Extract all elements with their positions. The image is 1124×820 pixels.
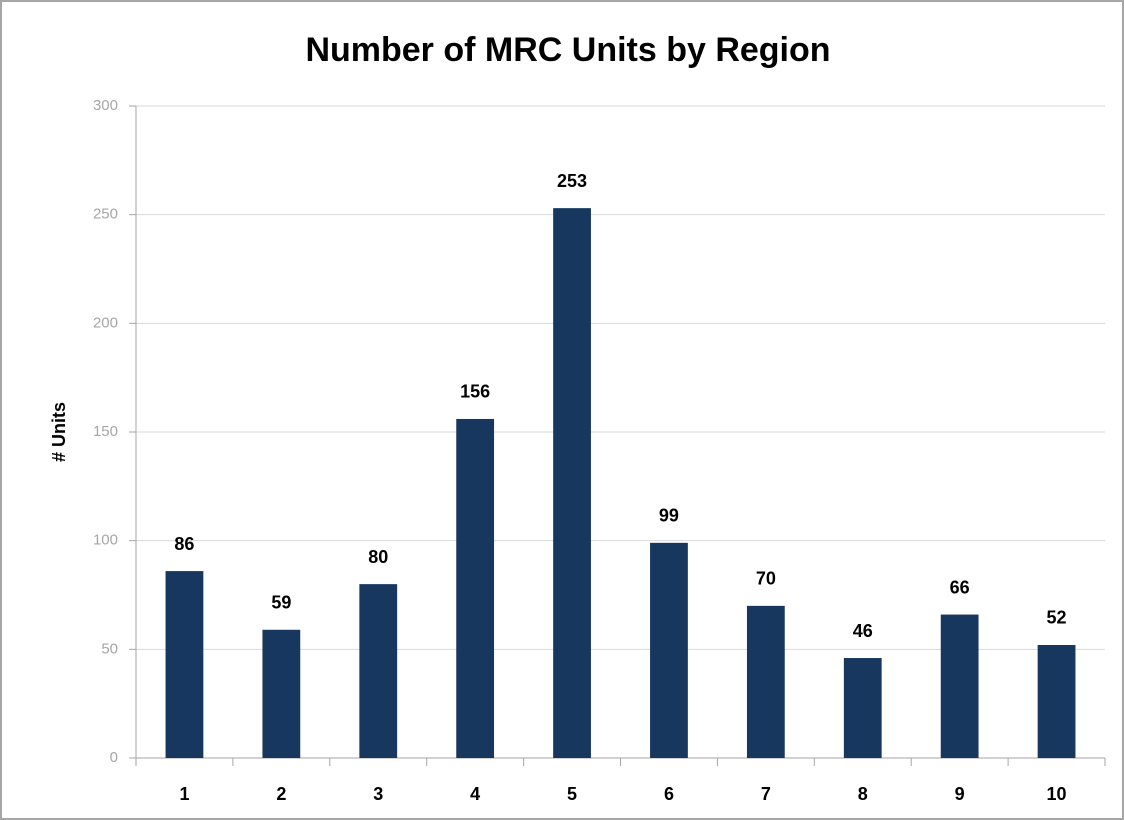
- y-tick-label: 50: [101, 640, 118, 657]
- y-axis-label: # Units: [49, 402, 69, 462]
- y-tick-label: 150: [93, 423, 118, 440]
- y-tick-label: 250: [93, 206, 118, 223]
- chart-title: Number of MRC Units by Region: [305, 31, 830, 69]
- x-tick-label: 8: [858, 784, 868, 804]
- data-label: 99: [659, 506, 679, 526]
- x-tick-label: 9: [955, 784, 965, 804]
- bar: [940, 614, 979, 758]
- x-tick-label: 6: [664, 784, 674, 804]
- x-tick-label: 7: [761, 784, 771, 804]
- data-label: 59: [271, 593, 291, 613]
- y-tick-label: 100: [93, 532, 118, 549]
- y-tick-label: 0: [110, 749, 118, 766]
- y-tick-label: 300: [93, 97, 118, 114]
- bar: [262, 629, 301, 758]
- data-label: 156: [460, 382, 490, 402]
- bar: [1037, 644, 1076, 758]
- x-tick-label: 4: [470, 784, 480, 804]
- y-tick-label: 200: [93, 314, 118, 331]
- bar: [843, 658, 882, 758]
- bar: [359, 584, 398, 758]
- bar: [456, 418, 495, 758]
- x-tick-label: 10: [1047, 784, 1067, 804]
- x-tick-label: 1: [179, 784, 189, 804]
- x-tick-label: 2: [276, 784, 286, 804]
- data-label: 253: [557, 171, 587, 191]
- data-label: 70: [756, 569, 776, 589]
- x-tick-label: 3: [373, 784, 383, 804]
- bar: [553, 208, 591, 758]
- bar: [746, 605, 785, 758]
- x-tick-label: 5: [567, 784, 577, 804]
- data-label: 86: [174, 534, 194, 554]
- data-label: 52: [1047, 608, 1067, 628]
- bar: [650, 542, 688, 758]
- bar: [165, 571, 204, 758]
- data-label: 80: [368, 547, 388, 567]
- data-label: 46: [853, 621, 873, 641]
- data-label: 66: [950, 577, 970, 597]
